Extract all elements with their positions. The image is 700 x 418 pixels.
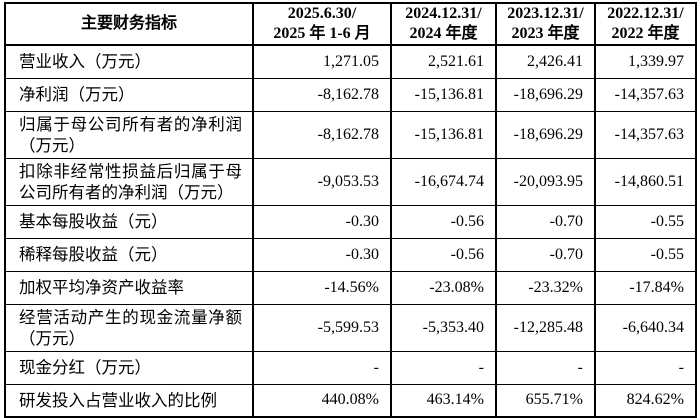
cell-value: -23.32% [495, 270, 596, 305]
period-column-header: 2022.12.31/2022 年度 [594, 2, 697, 46]
period-date-line: 2025.6.30/ [287, 5, 357, 22]
cell-value: -15,136.81 [390, 110, 497, 159]
cell-value: -14,860.51 [594, 157, 697, 206]
row-label: 扣除非经常性损益后归属于母公司所有者的净利润（万元） [4, 157, 254, 206]
cell-value: -0.30 [252, 237, 392, 272]
table-row: 经营活动产生的现金流量净额（万元） -5,599.53 -5,353.40 -12,2… [4, 303, 697, 352]
period-range-line: 2022 年度 [611, 25, 680, 42]
row-label: 基本每股收益（元） [4, 204, 254, 239]
cell-value: 463.14% [390, 383, 497, 418]
cell-value: 2,521.61 [390, 44, 497, 79]
period-column-header: 2023.12.31/2023 年度 [495, 2, 596, 46]
cell-value: -15,136.81 [390, 77, 497, 112]
row-label: 归属于母公司所有者的净利润（万元） [4, 110, 254, 159]
period-date-line: 2022.12.31/ [607, 5, 684, 22]
row-label: 营业收入（万元） [4, 44, 254, 79]
cell-value: -0.56 [390, 237, 497, 272]
period-column-header: 2025.6.30/2025 年 1-6 月 [252, 2, 392, 46]
row-label: 经营活动产生的现金流量净额（万元） [4, 303, 254, 352]
table-row: 研发投入占营业收入的比例 440.08% 463.14% 655.71% 824.62% [4, 383, 697, 418]
table-row: 基本每股收益（元） -0.30 -0.56 -0.70 -0.55 [4, 204, 697, 239]
cell-value: -8,162.78 [252, 77, 392, 112]
cell-value: -18,696.29 [495, 77, 596, 112]
cell-value: -6,640.34 [594, 303, 697, 352]
row-label: 研发投入占营业收入的比例 [4, 383, 254, 418]
table-row: 加权平均净资产收益率 -14.56% -23.08% -23.32% -17.84% [4, 270, 697, 305]
cell-value: - [252, 350, 392, 385]
cell-value: -16,674.74 [390, 157, 497, 206]
period-range-line: 2025 年 1-6 月 [273, 25, 371, 42]
financial-indicators-table: 主要财务指标 2025.6.30/2025 年 1-6 月 2024.12.31/… [4, 2, 697, 418]
period-date-line: 2024.12.31/ [405, 5, 482, 22]
cell-value: -5,353.40 [390, 303, 497, 352]
cell-value: -5,599.53 [252, 303, 392, 352]
cell-value: -0.30 [252, 204, 392, 239]
cell-value: -0.56 [390, 204, 497, 239]
cell-value: -9,053.53 [252, 157, 392, 206]
cell-value: 1,339.97 [594, 44, 697, 79]
cell-value: -20,093.95 [495, 157, 596, 206]
table-body: 营业收入（万元） 1,271.05 2,521.61 2,426.41 1,339.97… [4, 44, 697, 418]
cell-value: 2,426.41 [495, 44, 596, 79]
cell-value: 440.08% [252, 383, 392, 418]
cell-value: -12,285.48 [495, 303, 596, 352]
table-row: 现金分红（万元） - - - - [4, 350, 697, 385]
cell-value: 824.62% [594, 383, 697, 418]
indicator-column-header: 主要财务指标 [4, 2, 254, 46]
cell-value: -18,696.29 [495, 110, 596, 159]
row-label: 稀释每股收益（元） [4, 237, 254, 272]
cell-value: 655.71% [495, 383, 596, 418]
table-row: 归属于母公司所有者的净利润（万元） -8,162.78 -15,136.81 -18,… [4, 110, 697, 159]
period-date-line: 2023.12.31/ [507, 5, 584, 22]
cell-value: - [495, 350, 596, 385]
cell-value: -0.70 [495, 204, 596, 239]
table-row: 净利润（万元） -8,162.78 -15,136.81 -18,696.29 -14,… [4, 77, 697, 112]
cell-value: -0.70 [495, 237, 596, 272]
cell-value: -14.56% [252, 270, 392, 305]
table-row: 稀释每股收益（元） -0.30 -0.56 -0.70 -0.55 [4, 237, 697, 272]
table-header-row: 主要财务指标 2025.6.30/2025 年 1-6 月 2024.12.31/… [4, 2, 697, 46]
cell-value: -0.55 [594, 237, 697, 272]
cell-value: -0.55 [594, 204, 697, 239]
cell-value: - [390, 350, 497, 385]
row-label: 加权平均净资产收益率 [4, 270, 254, 305]
period-range-line: 2023 年度 [511, 25, 580, 42]
cell-value: -8,162.78 [252, 110, 392, 159]
cell-value: 1,271.05 [252, 44, 392, 79]
period-range-line: 2024 年度 [409, 25, 478, 42]
row-label: 现金分红（万元） [4, 350, 254, 385]
cell-value: -23.08% [390, 270, 497, 305]
cell-value: - [594, 350, 697, 385]
cell-value: -17.84% [594, 270, 697, 305]
cell-value: -14,357.63 [594, 110, 697, 159]
table-row: 营业收入（万元） 1,271.05 2,521.61 2,426.41 1,339.97 [4, 44, 697, 79]
period-column-header: 2024.12.31/2024 年度 [390, 2, 497, 46]
table-row: 扣除非经常性损益后归属于母公司所有者的净利润（万元） -9,053.53 -16,6… [4, 157, 697, 206]
cell-value: -14,357.63 [594, 77, 697, 112]
row-label: 净利润（万元） [4, 77, 254, 112]
